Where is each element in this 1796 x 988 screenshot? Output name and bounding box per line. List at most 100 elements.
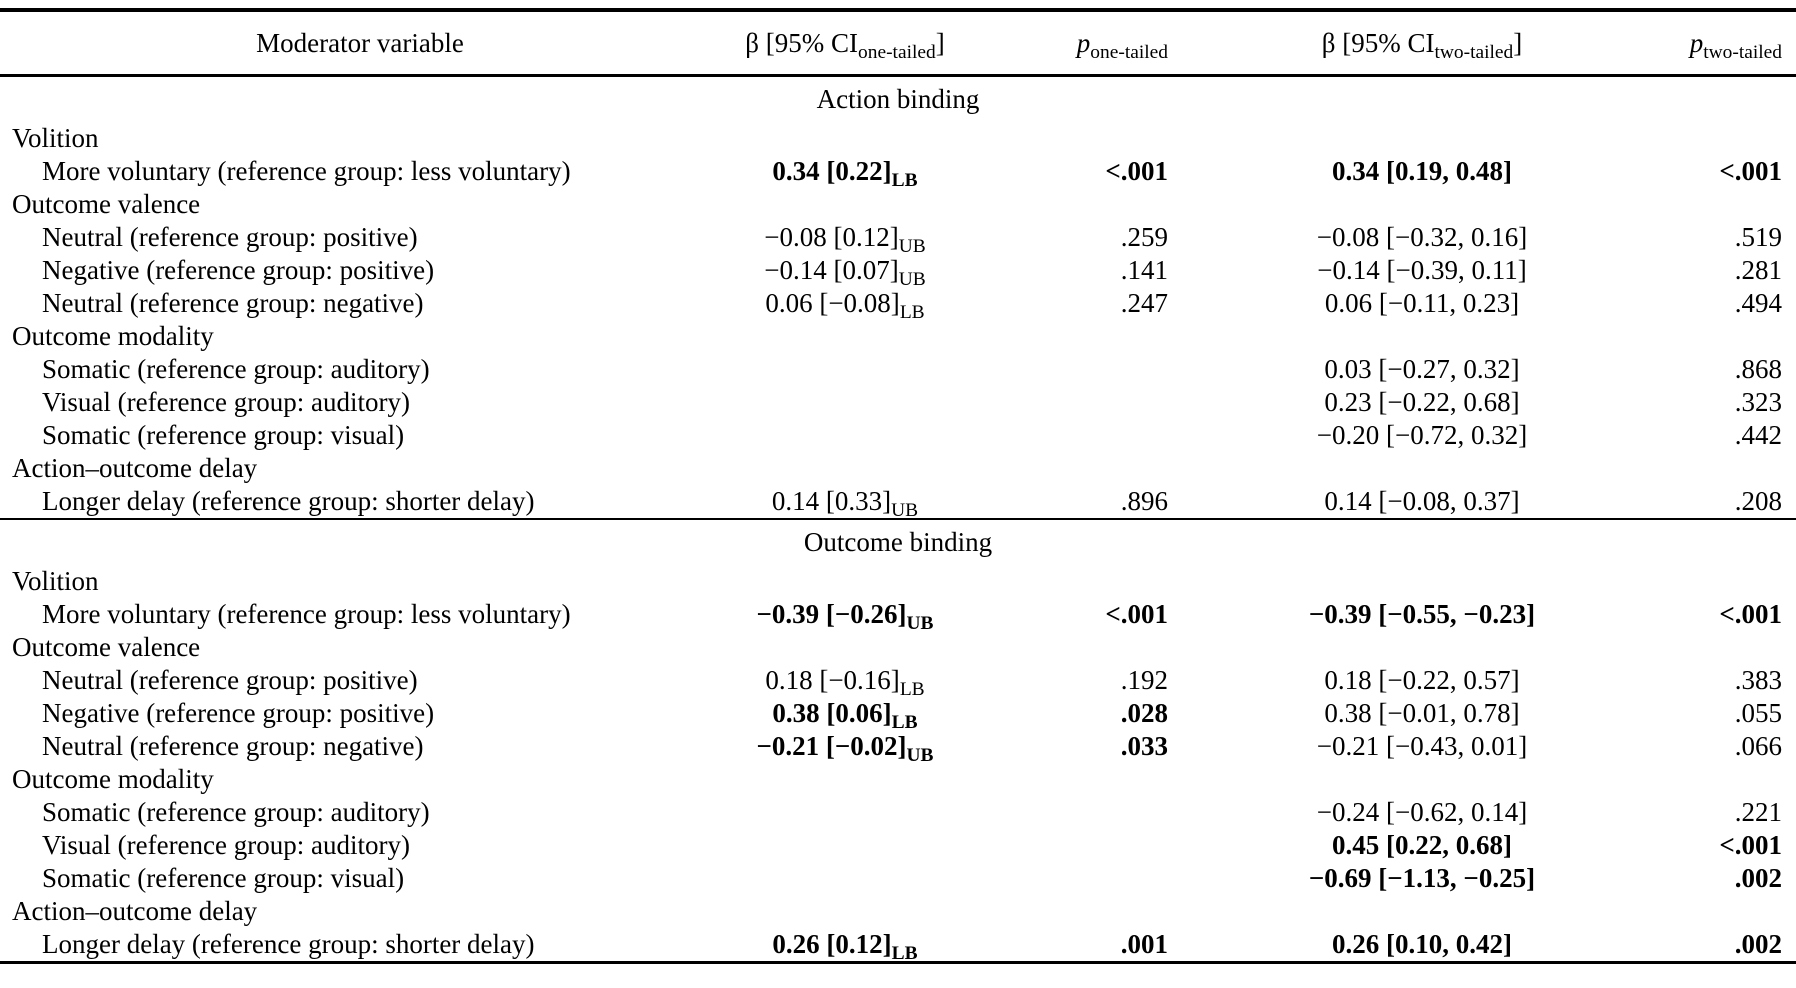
- beta-ci-one-tailed-value: −0.39 [−0.26]UB: [720, 598, 970, 635]
- p-two-tailed-value: .281: [1734, 255, 1782, 285]
- ci-bound-subscript: LB: [891, 170, 918, 192]
- section-title: Outcome binding: [0, 518, 1796, 565]
- header-row: Moderator variable β [95% CIone-tailed] …: [0, 10, 1796, 77]
- p-one-tailed-value: .033: [1120, 731, 1168, 761]
- beta-ci-one-tailed-value: −0.14 [0.07]UB: [720, 254, 970, 290]
- moderator-data-row: Longer delay (reference group: shorter d…: [0, 928, 1796, 965]
- row-label: Neutral (reference group: negative): [42, 731, 424, 761]
- row-label: Somatic (reference group: visual): [42, 863, 405, 893]
- beta-ci-text: −0.14 [0.07]: [764, 255, 899, 285]
- beta-ci-two-tailed-value: 0.26 [0.10, 0.42]: [1332, 929, 1512, 959]
- two-tailed-subscript: two-tailed: [1703, 41, 1782, 63]
- p-one-tailed-value: [970, 452, 1180, 485]
- moderator-data-row: Neutral (reference group: positive) 0.18 …: [0, 664, 1796, 700]
- one-tailed-subscript: one-tailed: [1090, 41, 1168, 63]
- beta-ci-text: 0.18 [−0.16]: [765, 665, 900, 695]
- beta-ci-two-tailed-value: 0.45 [0.22, 0.68]: [1332, 830, 1512, 860]
- p-two-tailed-value: [1620, 565, 1796, 598]
- p-one-tailed-value: [970, 320, 1180, 353]
- col-header-beta-ci-two-tailed: β [95% CItwo-tailed]: [1180, 10, 1620, 77]
- moderator-data-row: Neutral (reference group: positive) −0.08…: [0, 221, 1796, 257]
- beta-ci-two-tailed-value: −0.39 [−0.55, −0.23]: [1308, 599, 1536, 629]
- row-label: Longer delay (reference group: shorter d…: [42, 929, 535, 959]
- bracket-close: ]: [1513, 27, 1523, 58]
- moderator-data-row: Neutral (reference group: negative) 0.06 …: [0, 287, 1796, 324]
- p-one-tailed-value: .247: [1120, 288, 1168, 318]
- moderator-data-row: Longer delay (reference group: shorter d…: [0, 485, 1796, 521]
- p-two-tailed-value: .868: [1734, 354, 1782, 384]
- col-header-moderator-variable: Moderator variable: [0, 10, 720, 77]
- beta-ci-two-tailed-value: 0.23 [−0.22, 0.68]: [1324, 387, 1520, 417]
- moderator-group-row: Volition: [0, 122, 1796, 155]
- row-label: Neutral (reference group: positive): [42, 665, 418, 695]
- row-label: Outcome valence: [12, 632, 201, 662]
- beta-ci-one-tailed-value: [720, 419, 970, 452]
- beta-ci-two-tailed-value: [1180, 565, 1620, 598]
- p-one-tailed-value: [970, 188, 1180, 221]
- p-two-tailed-value: [1620, 895, 1796, 928]
- beta-ci-two-tailed-value: [1180, 320, 1620, 353]
- beta-ci-text: −0.39 [−0.26]: [756, 599, 907, 629]
- p-two-tailed-value: [1620, 631, 1796, 664]
- ci-bound-subscript: LB: [891, 943, 918, 965]
- p-two-tailed-value: [1620, 320, 1796, 353]
- beta-ci-two-tailed-value: [1180, 895, 1620, 928]
- beta-ci-one-tailed-value: 0.34 [0.22]LB: [720, 155, 970, 192]
- p-symbol: p: [1076, 27, 1091, 58]
- row-label: More voluntary (reference group: less vo…: [42, 156, 571, 186]
- p-two-tailed-value: [1620, 763, 1796, 796]
- p-one-tailed-value: [970, 122, 1180, 155]
- moderator-group-row: Outcome valence: [0, 631, 1796, 664]
- beta-ci-one-tailed-value: [720, 188, 970, 221]
- p-one-tailed-value: [970, 829, 1180, 862]
- p-one-tailed-value: .141: [1120, 255, 1168, 285]
- beta-ci-two-tailed-value: 0.34 [0.19, 0.48]: [1332, 156, 1512, 186]
- p-two-tailed-value: .002: [1734, 929, 1782, 959]
- p-two-tailed-value: [1620, 452, 1796, 485]
- two-tailed-subscript: two-tailed: [1434, 41, 1514, 63]
- row-label: Longer delay (reference group: shorter d…: [42, 486, 535, 516]
- row-label: Outcome modality: [12, 764, 214, 794]
- section-title: Action binding: [816, 84, 980, 114]
- moderator-data-row: Somatic (reference group: auditory) 0.03 …: [0, 353, 1796, 386]
- p-symbol: p: [1689, 27, 1704, 58]
- moderator-group-row: Outcome modality: [0, 320, 1796, 353]
- p-two-tailed-value: [1620, 122, 1796, 155]
- p-one-tailed-value: <.001: [1105, 156, 1168, 186]
- beta-ci-one-tailed-value: −0.21 [−0.02]UB: [720, 730, 970, 766]
- beta-ci-two-tailed-value: 0.38 [−0.01, 0.78]: [1324, 698, 1520, 728]
- p-two-tailed-value: .442: [1734, 420, 1782, 450]
- beta-ci-prefix: β [95% CI: [1321, 27, 1435, 58]
- p-two-tailed-value: .002: [1734, 863, 1782, 893]
- p-one-tailed-value: [970, 763, 1180, 796]
- moderator-data-row: Visual (reference group: auditory) 0.45 […: [0, 829, 1796, 862]
- moderator-data-row: More voluntary (reference group: less vo…: [0, 598, 1796, 635]
- moderator-group-row: Outcome valence: [0, 188, 1796, 221]
- p-one-tailed-value: [970, 386, 1180, 419]
- moderator-data-row: Somatic (reference group: auditory) −0.24…: [0, 796, 1796, 829]
- beta-ci-two-tailed-value: [1180, 631, 1620, 664]
- moderator-data-row: Somatic (reference group: visual) −0.69 […: [0, 862, 1796, 895]
- beta-ci-one-tailed-value: [720, 122, 970, 155]
- p-one-tailed-value: [970, 796, 1180, 829]
- beta-ci-two-tailed-value: [1180, 122, 1620, 155]
- p-one-tailed-value: .259: [1120, 222, 1168, 252]
- p-one-tailed-value: [970, 895, 1180, 928]
- p-two-tailed-value: <.001: [1719, 156, 1782, 186]
- one-tailed-subscript: one-tailed: [858, 41, 936, 63]
- moderator-data-row: Negative (reference group: positive) 0.38…: [0, 697, 1796, 733]
- beta-ci-one-tailed-value: 0.26 [0.12]LB: [720, 928, 970, 965]
- beta-ci-two-tailed-value: 0.06 [−0.11, 0.23]: [1324, 288, 1520, 318]
- p-one-tailed-value: [970, 353, 1180, 386]
- p-one-tailed-value: .028: [1120, 698, 1168, 728]
- section-title-row: Action binding: [0, 76, 1796, 123]
- beta-ci-one-tailed-value: 0.14 [0.33]UB: [720, 485, 970, 521]
- moderator-results-table: Moderator variable β [95% CIone-tailed] …: [0, 8, 1796, 964]
- ci-bound-subscript: UB: [906, 613, 934, 635]
- moderator-group-row: Action–outcome delay: [0, 895, 1796, 928]
- beta-ci-two-tailed-value: −0.08 [−0.32, 0.16]: [1316, 222, 1528, 252]
- ci-bound-subscript: LB: [899, 302, 925, 324]
- beta-ci-one-tailed-value: [720, 895, 970, 928]
- table-body: Action binding Volition More voluntary (re…: [0, 76, 1796, 965]
- beta-ci-one-tailed-value: [720, 353, 970, 386]
